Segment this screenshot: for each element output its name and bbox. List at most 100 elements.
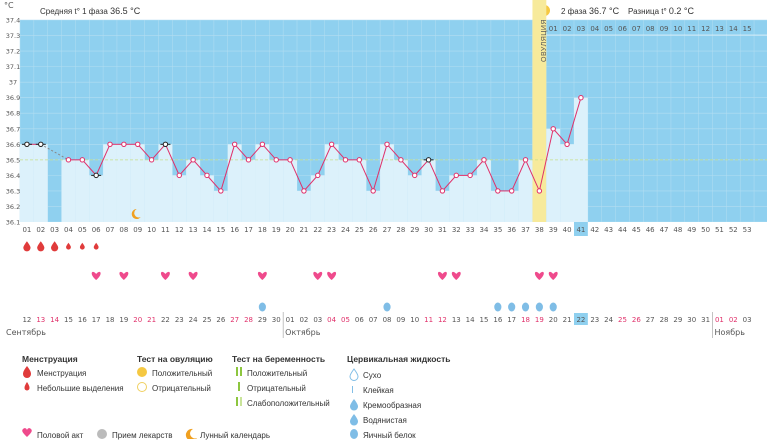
temperature-fill — [61, 159, 76, 222]
pregnancy-weak-icon — [236, 397, 238, 406]
temperature-fill — [158, 144, 173, 222]
legend-pregnancy-negative: Отрицательный — [247, 384, 306, 393]
temperature-fill — [435, 190, 450, 222]
cycle-day-label: 34 — [480, 226, 489, 234]
temperature-line — [248, 143, 263, 161]
date-label: 10 — [410, 316, 419, 324]
y-tick-label: 36.4 — [6, 172, 20, 180]
cycle-day-label: 44 — [618, 226, 627, 234]
date-label: 07 — [369, 316, 378, 324]
cycle-day-label: 26 — [369, 226, 378, 234]
temperature-line — [525, 159, 540, 192]
month-label: Октябрь — [285, 328, 321, 337]
light-bleeding-drop-icon — [24, 382, 30, 391]
date-label: 17 — [507, 316, 516, 324]
diff-value: 0.2 °C — [668, 6, 695, 16]
phase2-day-label: 08 — [646, 25, 655, 33]
legend-ovulation-positive: Положительный — [152, 369, 213, 378]
temperature-fill — [116, 144, 131, 222]
cycle-day-label: 47 — [660, 226, 669, 234]
phase2-day-label: 03 — [576, 25, 585, 33]
diff-label: Разница t° — [628, 7, 667, 16]
date-label: 02 — [729, 316, 738, 324]
menstruation-drop-icon — [23, 366, 31, 378]
cycle-day-label: 14 — [203, 226, 212, 234]
temperature-line — [262, 143, 277, 161]
unit-label: °C — [4, 1, 14, 10]
date-label: 16 — [78, 316, 87, 324]
pregnancy-negative-icon — [238, 382, 240, 391]
y-tick-label: 37.3 — [6, 32, 20, 40]
cycle-day-label: 38 — [535, 226, 544, 234]
phase1-average: Средняя t° 1 фаза 36.5 °C — [40, 6, 140, 16]
phase2-day-label: 13 — [715, 25, 724, 33]
mucus-watery-icon — [350, 414, 358, 426]
temperature-point — [328, 141, 335, 148]
temperature-point — [121, 141, 127, 148]
phase2-day-label: 06 — [618, 25, 627, 33]
mucus-eggwhite-icon — [508, 302, 516, 312]
moon-icon — [131, 209, 141, 219]
legend-mucus-watery: Водянистая — [363, 416, 407, 425]
cycle-day-label: 51 — [715, 226, 724, 234]
temperature-line — [137, 143, 152, 161]
phase2-day-label: 11 — [687, 25, 696, 33]
light-bleeding-drop-icon — [79, 242, 85, 250]
cycle-day-label: 08 — [119, 226, 128, 234]
menstruation-drop-icon — [51, 241, 59, 252]
temperature-point — [176, 172, 182, 179]
temperature-line — [400, 159, 416, 176]
temperature-point — [24, 141, 30, 148]
temperature-fill — [407, 175, 422, 222]
temperature-fill — [144, 159, 159, 222]
intercourse-heart-icon — [451, 271, 461, 280]
temperature-line — [428, 159, 443, 192]
date-label: 18 — [106, 316, 115, 324]
legend-mucus-dry: Сухо — [363, 371, 382, 380]
date-label: 24 — [604, 316, 613, 324]
temperature-fill — [393, 159, 408, 222]
legend-mucus-sticky: Клейкая — [363, 386, 394, 395]
cycle-day-label: 02 — [36, 226, 45, 234]
cycle-day-label: 21 — [299, 226, 308, 234]
temperature-fill — [546, 128, 561, 222]
date-label: 01 — [286, 316, 295, 324]
date-label: 27 — [230, 316, 239, 324]
date-label: 11 — [424, 316, 433, 324]
temperature-point — [384, 141, 390, 148]
temperature-line — [566, 97, 582, 145]
medication-icon — [97, 429, 107, 439]
temperature-line — [317, 144, 333, 176]
light-bleeding-drop-icon — [66, 242, 71, 250]
cycle-day-label: 49 — [687, 226, 696, 234]
date-label: 18 — [521, 316, 530, 324]
legend-menstruation-item: Менструация — [37, 369, 87, 378]
temperature-line — [483, 159, 499, 192]
date-label: 17 — [92, 316, 101, 324]
cycle-day-label: 27 — [383, 226, 392, 234]
date-label: 15 — [480, 316, 489, 324]
cycle-day-label: 48 — [673, 226, 682, 234]
legend-pregnancy-positive: Положительный — [247, 369, 308, 378]
temperature-line — [469, 159, 485, 176]
cycle-day-label: 25 — [355, 226, 364, 234]
phase1-value: 36.5 °C — [110, 6, 141, 16]
legend-ovulation-test-title: Тест на овуляцию — [137, 354, 213, 364]
mucus-eggwhite-icon — [383, 302, 391, 312]
temperature-fill — [200, 175, 214, 222]
temperature-fill — [255, 144, 270, 222]
mucus-eggwhite-icon — [350, 429, 358, 439]
date-label: 12 — [438, 316, 447, 324]
temperature-fill — [490, 190, 505, 222]
temperature-point — [245, 157, 252, 163]
temperature-point — [508, 188, 515, 194]
temperature-point — [550, 126, 556, 132]
temperature-fill — [33, 144, 48, 222]
date-label: 27 — [646, 316, 655, 324]
date-label: 28 — [244, 316, 253, 324]
date-label: 15 — [64, 316, 73, 324]
temperature-fill — [449, 175, 464, 222]
temperature-fill — [463, 175, 478, 222]
y-tick-label: 36.7 — [6, 125, 20, 133]
temperature-line — [538, 128, 554, 192]
